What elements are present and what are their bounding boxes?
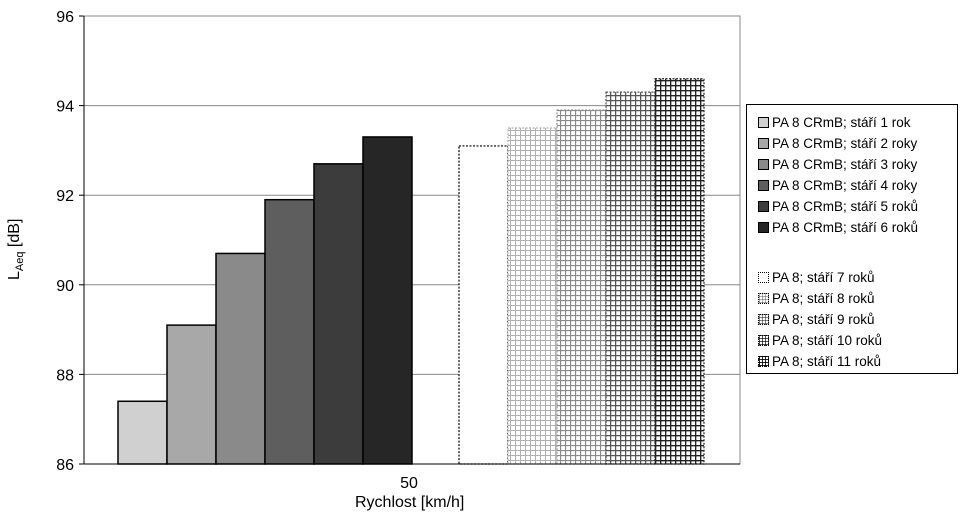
legend-label: PA 8 CRmB; stáří 4 roky — [772, 177, 918, 193]
legend-label: PA 8 CRmB; stáří 2 roky — [772, 135, 918, 151]
legend-swatch — [758, 355, 769, 367]
y-axis-title-sub: Aeq — [14, 251, 27, 272]
legend-swatch — [758, 137, 769, 149]
bars — [117, 78, 705, 465]
legend-label: PA 8; stáří 7 roků — [772, 269, 875, 285]
y-tick-label: 96 — [56, 9, 74, 26]
x-axis-title: Rychlost [km/h] — [355, 494, 465, 511]
bar-series-4 — [264, 198, 315, 465]
legend-label: PA 8 CRmB; stáří 3 roky — [772, 156, 918, 172]
legend-swatch — [758, 179, 769, 191]
legend-swatch — [758, 221, 769, 233]
bar-series-5 — [313, 163, 364, 465]
legend-item: PA 8; stáří 10 roků — [758, 331, 882, 349]
y-tick-label: 94 — [56, 99, 74, 116]
legend-item: PA 8 CRmB; stáří 2 roky — [758, 134, 917, 152]
legend: PA 8 CRmB; stáří 1 rok PA 8 CRmB; stáří 2… — [746, 104, 958, 374]
bar-series-8 — [507, 127, 558, 465]
legend-swatch — [758, 200, 769, 212]
legend-label: PA 8 CRmB; stáří 1 rok — [772, 114, 911, 130]
legend-swatch — [758, 271, 769, 283]
y-axis-title-main: L — [6, 271, 23, 280]
legend-label: PA 8; stáří 10 roků — [772, 332, 883, 348]
legend-label: PA 8; stáří 9 roků — [772, 311, 875, 327]
legend-swatch — [758, 313, 769, 325]
y-axis-title-unit: [dB] — [6, 218, 23, 252]
y-tick-label: 86 — [56, 457, 74, 474]
bar-series-3 — [215, 252, 266, 465]
x-tick-label: 50 — [400, 475, 418, 492]
legend-item: PA 8; stáří 11 roků — [758, 352, 881, 370]
legend-label: PA 8; stáří 8 roků — [772, 290, 875, 306]
legend-item: PA 8; stáří 9 roků — [758, 310, 875, 328]
legend-label: PA 8 CRmB; stáří 6 roků — [772, 219, 919, 235]
legend-item: PA 8 CRmB; stáří 6 roků — [758, 218, 918, 236]
y-axis-title: LAeq [dB] — [6, 219, 26, 280]
legend-item: PA 8 CRmB; stáří 3 roky — [758, 155, 917, 173]
bar-series-2 — [166, 324, 217, 465]
legend-label: PA 8 CRmB; stáří 5 roků — [772, 198, 919, 214]
axes — [79, 15, 741, 465]
y-tick-label: 92 — [56, 188, 74, 205]
bar-series-11 — [654, 78, 705, 465]
legend-item: PA 8 CRmB; stáří 1 rok — [758, 113, 911, 131]
bar-series-7 — [458, 145, 509, 465]
y-tick-label: 90 — [56, 278, 74, 295]
legend-item: PA 8; stáří 8 roků — [758, 289, 875, 307]
legend-swatch — [758, 158, 769, 170]
legend-swatch — [758, 292, 769, 304]
legend-item: PA 8; stáří 7 roků — [758, 268, 875, 286]
legend-swatch — [758, 334, 769, 346]
bar-series-10 — [605, 91, 656, 465]
bar-series-6 — [362, 136, 413, 465]
bar-series-9 — [556, 109, 607, 465]
legend-swatch — [758, 116, 769, 128]
tick-labels: 86 88 90 92 94 96 50 — [56, 9, 418, 492]
y-tick-label: 88 — [56, 367, 74, 384]
legend-label: PA 8; stáří 11 roků — [772, 353, 882, 369]
legend-item: PA 8 CRmB; stáří 5 roků — [758, 197, 918, 215]
bar-series-1 — [117, 400, 168, 465]
legend-item: PA 8 CRmB; stáří 4 roky — [758, 176, 917, 194]
